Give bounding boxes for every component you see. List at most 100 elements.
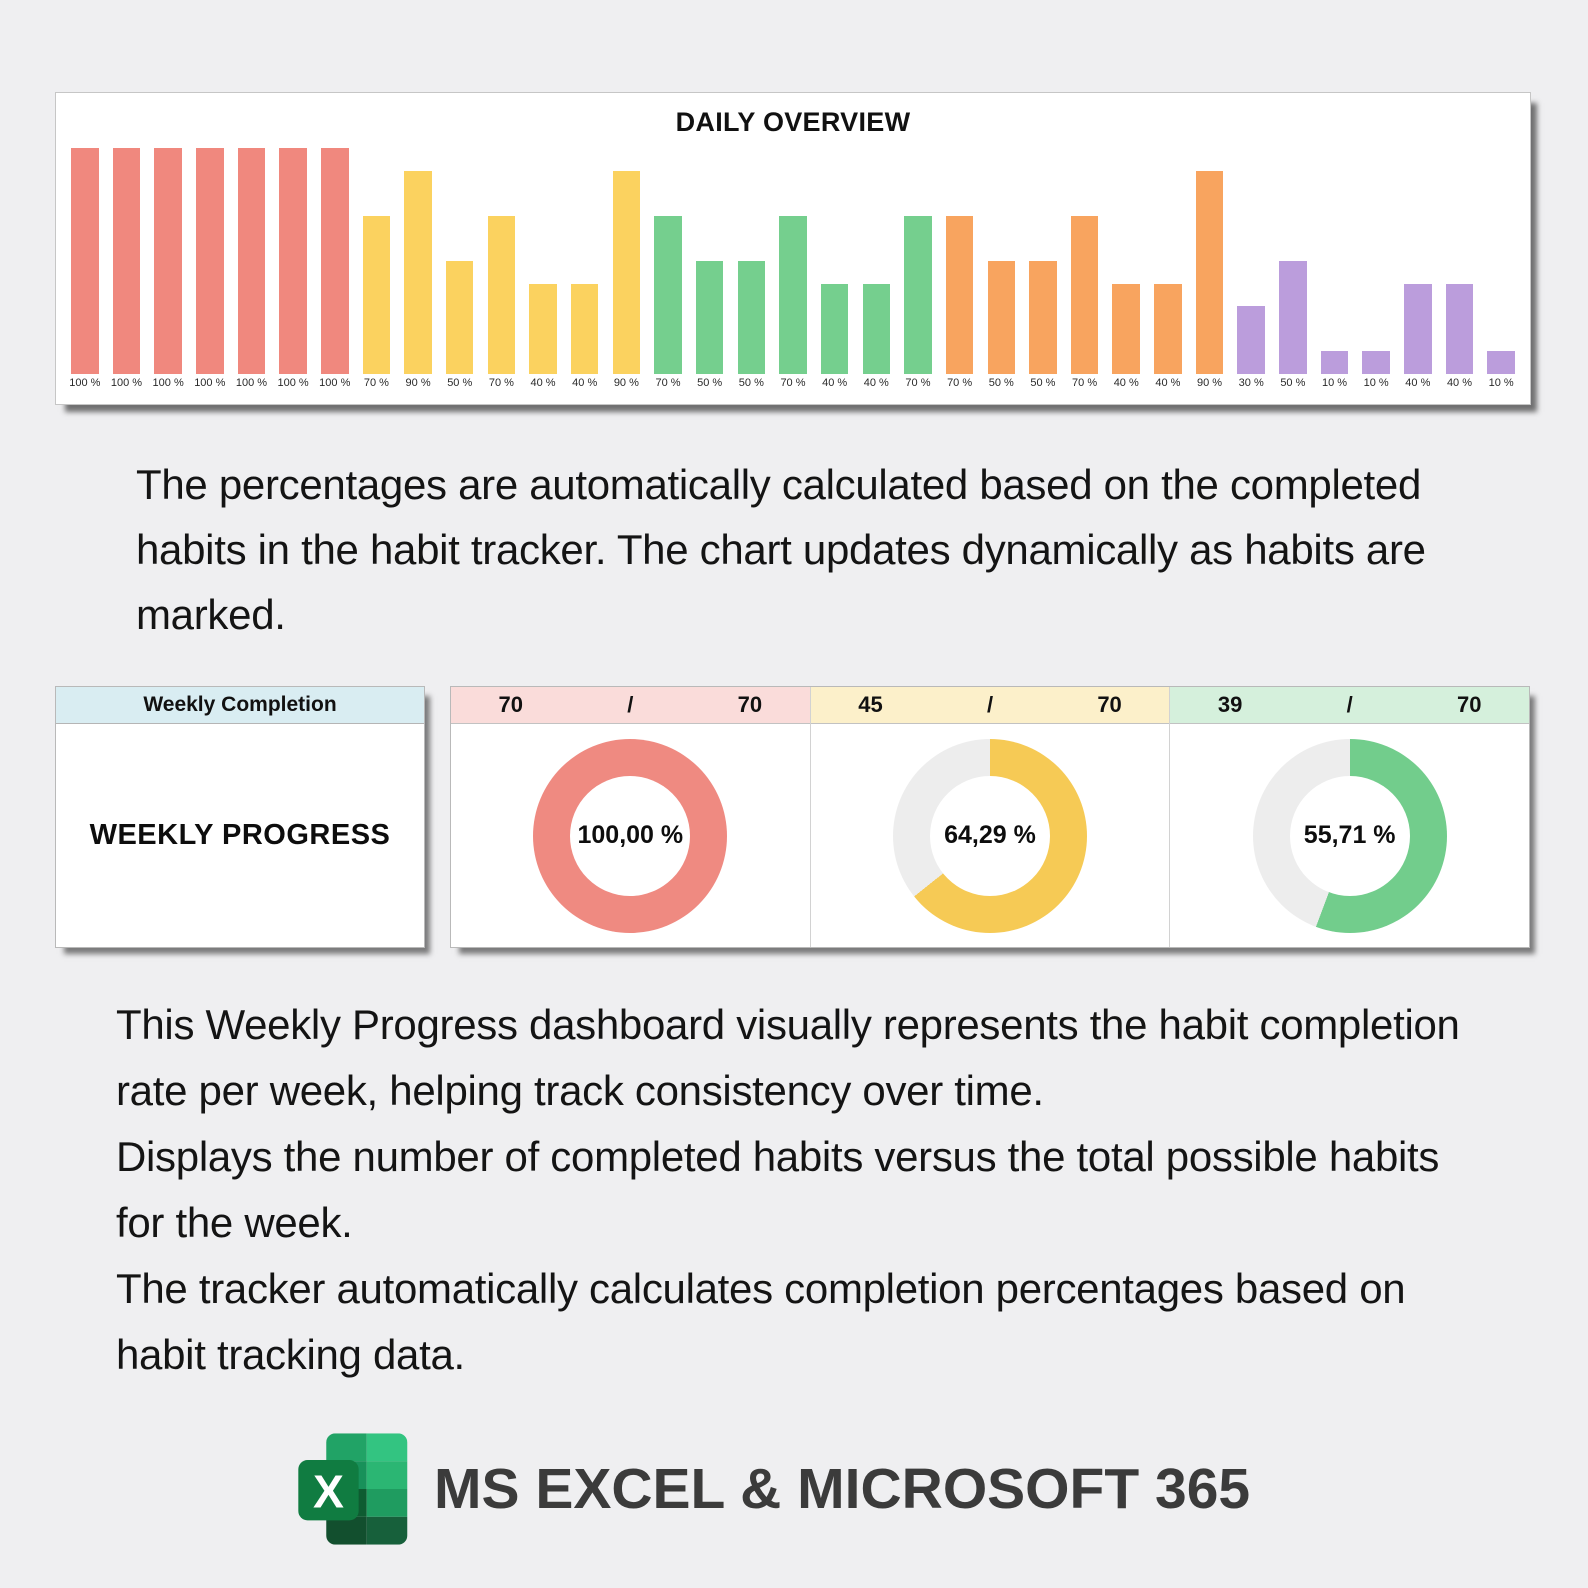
weekly-card-2-body: 64,29 % <box>811 724 1170 947</box>
weekly-card-2-header: 45 / 70 <box>810 687 1170 724</box>
bar-value-label: 70 % <box>947 377 973 389</box>
bar <box>1070 215 1099 374</box>
bar <box>1154 283 1182 374</box>
bar-value-label: 40 % <box>1113 377 1139 389</box>
bar-value-label: 10 % <box>1363 377 1389 389</box>
bar-value-label: 40 % <box>863 377 889 389</box>
bar <box>362 215 391 374</box>
bar-slot <box>64 148 106 374</box>
bar-slot <box>1397 148 1439 374</box>
bar-slot <box>1064 148 1106 374</box>
bar-value-label: 100 % <box>152 377 184 389</box>
bar-slot <box>772 148 814 374</box>
bar <box>1362 351 1390 374</box>
bar-value-label: 50 % <box>738 377 764 389</box>
bar-slot <box>564 148 606 374</box>
total-count: 70 <box>1456 692 1482 717</box>
weekly-progress-title: WEEKLY PROGRESS <box>89 819 391 851</box>
bar-value-label: 40 % <box>572 377 598 389</box>
donut-chart-2: 64,29 % <box>893 738 1087 933</box>
bar <box>695 261 724 374</box>
description-line: This Weekly Progress dashboard visually … <box>116 1001 1460 1114</box>
bar-slot <box>522 148 564 374</box>
weekly-card-1-body: 100,00 % <box>451 724 810 947</box>
bar <box>1487 351 1515 374</box>
weekly-completion-card: Weekly Completion WEEKLY PROGRESS <box>55 686 425 948</box>
bar-value-label: 50 % <box>447 377 473 389</box>
bar-slot <box>939 148 981 374</box>
bar-slot <box>481 148 523 374</box>
slash-divider: / <box>1346 692 1353 717</box>
bar <box>945 215 974 374</box>
bar-slot <box>606 148 648 374</box>
bar-slot <box>272 148 314 374</box>
bar-value-label: 50 % <box>1030 377 1056 389</box>
weekly-card-1: 70 / 70 100,00 % <box>451 687 810 947</box>
bar-value-label: 40 % <box>1446 377 1473 389</box>
bar-slot <box>731 148 773 374</box>
bar <box>404 170 432 374</box>
bar-chart-labels: 100 % 100 % 100 % 100 % 100 % 100 % 100 % 70 % 9… <box>64 377 1522 397</box>
bar <box>1320 351 1349 374</box>
bar <box>154 148 182 374</box>
bar-value-label: 30 % <box>1238 377 1264 389</box>
weekly-card-2: 45 / 70 64,29 % <box>809 687 1170 947</box>
bar <box>321 148 349 374</box>
weekly-card-3: 39 / 70 55,71 % <box>1169 687 1530 947</box>
weekly-card-3-body: 55,71 % <box>1170 724 1529 947</box>
bar-value-label: 40 % <box>530 377 556 389</box>
bar-value-label: 10 % <box>1488 377 1514 389</box>
weekly-card-3-header: 39 / 70 <box>1170 687 1530 724</box>
bar-slot <box>1439 148 1481 374</box>
total-count: 70 <box>737 692 763 717</box>
bar <box>1112 283 1140 374</box>
bar-slot <box>814 148 856 374</box>
donut-2-center: 64,29 % <box>930 775 1050 896</box>
bar <box>1279 261 1307 374</box>
bar <box>279 148 307 374</box>
donut-chart-3: 55,71 % <box>1252 738 1447 933</box>
bar <box>820 283 849 374</box>
bar-slot <box>439 148 481 374</box>
bar-value-label: 40 % <box>1405 377 1431 389</box>
donut-3-center: 55,71 % <box>1289 775 1410 896</box>
bar-value-label: 90 % <box>613 377 639 389</box>
bar-value-label: 10 % <box>1321 377 1348 389</box>
bar-value-label: 70 % <box>655 377 681 389</box>
bar-value-label: 100 % <box>277 377 309 389</box>
bar <box>612 170 641 374</box>
bar <box>1237 306 1265 374</box>
completed-count: 39 <box>1217 692 1243 717</box>
excel-icon: X <box>298 1433 408 1545</box>
bar-value-label: 100 % <box>235 377 268 389</box>
bar <box>445 261 474 374</box>
bar-value-label: 90 % <box>405 377 431 389</box>
bar-slot <box>189 148 231 374</box>
bar-slot <box>647 148 689 374</box>
bar-slot <box>147 148 189 374</box>
brand-text: MS EXCEL & MICROSOFT 365 <box>434 1457 1251 1521</box>
bar-slot <box>1355 148 1397 374</box>
bar-slot <box>1480 148 1522 374</box>
daily-overview-description: The percentages are automatically calcul… <box>136 461 1426 638</box>
bar-value-label: 50 % <box>697 377 723 389</box>
bar-slot <box>356 148 398 374</box>
bar <box>112 148 141 374</box>
chart-title: DAILY OVERVIEW <box>675 107 911 137</box>
bar <box>1195 170 1224 374</box>
bar-value-label: 70 % <box>488 377 514 389</box>
bar-value-label: 100 % <box>319 377 351 389</box>
bar-value-label: 70 % <box>905 377 931 389</box>
slash-divider: / <box>986 692 994 717</box>
bar <box>654 215 682 374</box>
bar <box>1445 283 1474 374</box>
bar-value-label: 90 % <box>1197 377 1223 389</box>
bar-slot <box>1314 148 1356 374</box>
excel-x-letter: X <box>313 1466 344 1518</box>
bar-slot <box>1105 148 1147 374</box>
bar-value-label: 50 % <box>1280 377 1306 389</box>
bar-slot <box>1189 148 1231 374</box>
bar-slot <box>397 148 439 374</box>
completed-count: 70 <box>498 692 524 717</box>
